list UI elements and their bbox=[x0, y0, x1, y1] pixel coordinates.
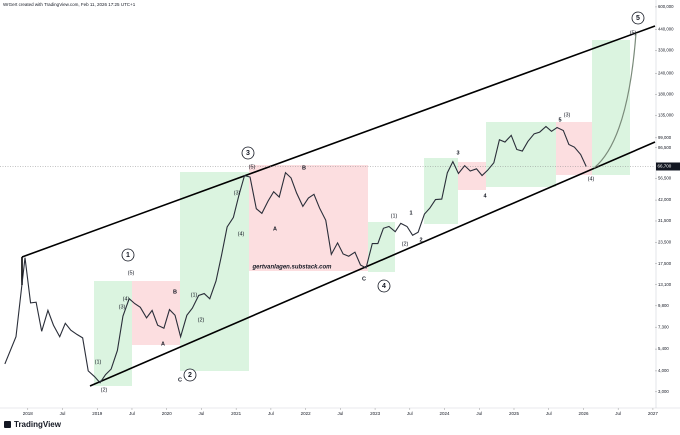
wave-label: C bbox=[362, 276, 366, 282]
y-tick-label: 4,000 bbox=[658, 368, 669, 373]
wave-label: (5) bbox=[128, 270, 135, 276]
x-tick-label: 2018 bbox=[23, 411, 34, 416]
wave-label: 5 bbox=[558, 117, 561, 123]
x-tick-label: Jul bbox=[615, 411, 621, 416]
x-tick-label: Jul bbox=[337, 411, 343, 416]
wave-label: 3 bbox=[246, 150, 250, 157]
wave-label: (3) bbox=[119, 304, 126, 310]
x-tick-label: Jul bbox=[129, 411, 135, 416]
x-tick-label: 2019 bbox=[92, 411, 103, 416]
last-price-label: 66,700 bbox=[658, 164, 672, 169]
wave-label: (4) bbox=[123, 296, 130, 302]
wave-circle bbox=[377, 279, 391, 293]
y-tick-label: 7,300 bbox=[658, 324, 669, 329]
y-tick-label: 99,000 bbox=[658, 135, 672, 140]
x-tick-label: 2024 bbox=[440, 411, 451, 416]
x-tick-label: 2026 bbox=[578, 411, 589, 416]
wave-label: 1 bbox=[409, 210, 412, 216]
y-tick-label: 56,500 bbox=[658, 176, 672, 181]
y-tick-label: 5,400 bbox=[658, 346, 669, 351]
upper-channel bbox=[21, 25, 656, 258]
x-tick-label: 2025 bbox=[509, 411, 520, 416]
y-tick-label: 180,000 bbox=[658, 92, 674, 97]
y-tick-label: 240,000 bbox=[658, 71, 674, 76]
green-zone bbox=[424, 158, 458, 224]
x-tick-label: 2020 bbox=[162, 411, 173, 416]
wave-label: (4) bbox=[238, 231, 245, 237]
red-zone bbox=[249, 165, 368, 271]
x-tick-label: Jul bbox=[268, 411, 274, 416]
last-price-tag bbox=[656, 162, 680, 171]
wave-label: 2 bbox=[188, 372, 192, 379]
brand: TradingView bbox=[14, 420, 62, 429]
lower-channel bbox=[89, 141, 656, 387]
wave-label: A bbox=[161, 341, 165, 347]
wave-label: B bbox=[173, 289, 177, 295]
wave-label: 4 bbox=[382, 283, 386, 290]
wave-circle bbox=[631, 11, 645, 25]
wave-label: (4) bbox=[588, 176, 595, 182]
wave-label: (1) bbox=[95, 359, 102, 365]
x-tick-label: Jul bbox=[407, 411, 413, 416]
y-tick-label: 42,000 bbox=[658, 197, 672, 202]
wave-label: (5) bbox=[630, 30, 637, 36]
wave-label: 5 bbox=[636, 15, 640, 22]
wave-circle bbox=[241, 146, 255, 160]
y-tick-label: 23,500 bbox=[658, 239, 672, 244]
wave-label: 3 bbox=[456, 150, 459, 156]
brand-logo bbox=[4, 421, 11, 428]
wave-label: 2 bbox=[419, 237, 422, 243]
x-tick-label: 2023 bbox=[370, 411, 381, 416]
y-tick-label: 31,500 bbox=[658, 218, 672, 223]
x-tick-label: Jul bbox=[476, 411, 482, 416]
wave-circle bbox=[121, 248, 135, 262]
y-tick-label: 13,100 bbox=[658, 282, 672, 287]
x-tick-label: Jul bbox=[60, 411, 66, 416]
wave-label: (2) bbox=[198, 317, 205, 323]
green-zone bbox=[180, 172, 249, 371]
watermark: gertvanlagen.substack.com bbox=[251, 265, 332, 271]
x-tick-label: 2022 bbox=[301, 411, 312, 416]
wave-label: B bbox=[302, 165, 306, 171]
wave-label: 1 bbox=[126, 252, 130, 259]
wave-label: 4 bbox=[483, 193, 487, 199]
header: WrGert created with TradingView.com, Feb… bbox=[3, 2, 136, 7]
x-tick-label: 2021 bbox=[231, 411, 242, 416]
wave-label: (1) bbox=[391, 213, 398, 219]
y-tick-label: 3,000 bbox=[658, 389, 669, 394]
wave-label: (3) bbox=[234, 190, 241, 196]
wave-label: (3) bbox=[564, 112, 571, 118]
y-tick-label: 135,000 bbox=[658, 112, 674, 117]
y-tick-label: 9,800 bbox=[658, 303, 669, 308]
red-zone bbox=[132, 281, 180, 345]
wave-label: (2) bbox=[402, 241, 409, 247]
wave-label: (5) bbox=[249, 164, 256, 170]
y-tick-label: 330,000 bbox=[658, 47, 674, 52]
y-tick-label: 600,000 bbox=[658, 4, 674, 9]
wave-circle bbox=[183, 368, 197, 382]
wave-label: A bbox=[273, 226, 277, 232]
x-tick-label: 2027 bbox=[648, 411, 659, 416]
projection bbox=[593, 32, 637, 169]
x-tick-label: Jul bbox=[546, 411, 552, 416]
x-tick-label: Jul bbox=[199, 411, 205, 416]
wave-label: (2) bbox=[101, 387, 108, 393]
price-line bbox=[4, 125, 587, 384]
y-tick-label: 86,500 bbox=[658, 145, 672, 150]
green-zone bbox=[486, 122, 556, 187]
y-tick-label: 440,000 bbox=[658, 27, 674, 32]
wave-label: C bbox=[178, 377, 182, 383]
green-zone bbox=[592, 40, 630, 175]
y-tick-label: 17,500 bbox=[658, 261, 672, 266]
green-zone bbox=[94, 281, 132, 386]
wave-label: (1) bbox=[191, 292, 198, 298]
